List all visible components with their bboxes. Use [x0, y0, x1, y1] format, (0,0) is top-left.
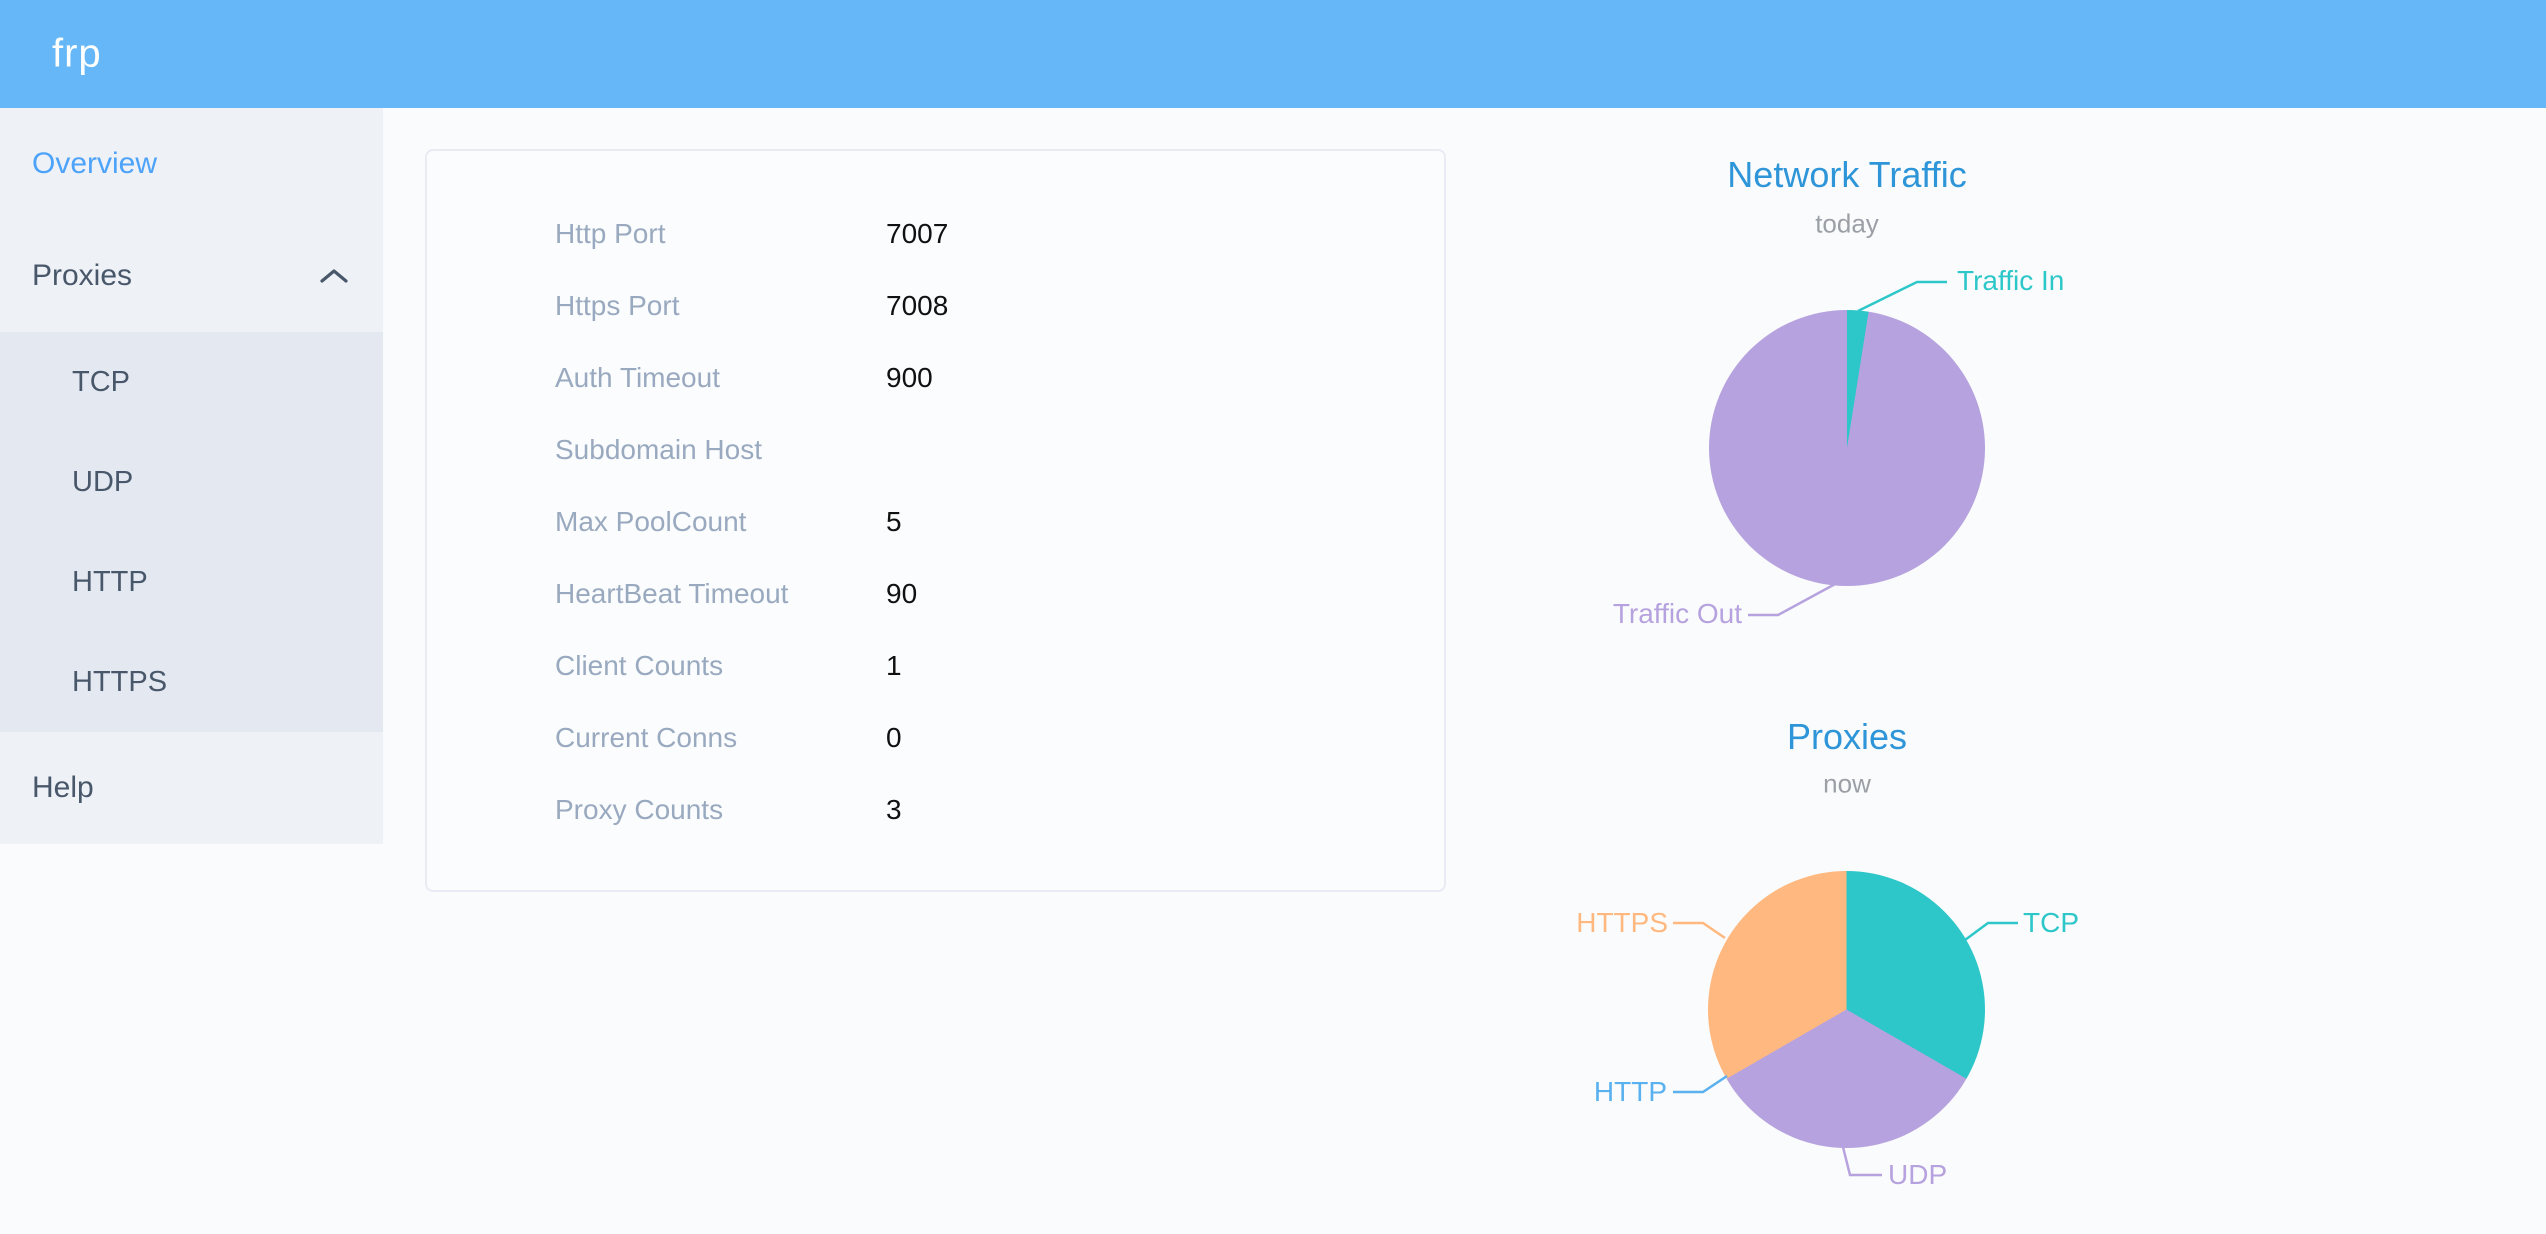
- chevron-up-icon: [320, 269, 348, 283]
- sidebar-item-label: HTTP: [72, 566, 148, 598]
- pie-label-https: HTTPS: [1576, 907, 1668, 938]
- sidebar-item-label: Overview: [32, 147, 158, 180]
- chart-title-network-traffic: Network Traffic: [1727, 154, 1967, 195]
- info-label: Auth Timeout: [555, 362, 720, 393]
- leader-http: [1673, 1074, 1728, 1094]
- leader-traffic-in: [1857, 280, 1947, 313]
- sidebar-submenu-proxies: TCP UDP HTTP HTTPS: [0, 332, 383, 732]
- info-row: Subdomain Host: [427, 414, 1444, 486]
- info-label: Subdomain Host: [555, 434, 763, 465]
- chart-title-proxies: Proxies: [1786, 716, 1908, 757]
- sidebar-item-http[interactable]: HTTP: [0, 532, 383, 632]
- app-logo: frp: [52, 31, 102, 76]
- info-value: 7008: [886, 290, 949, 321]
- info-row: Max PoolCount 5: [427, 486, 1444, 558]
- sidebar-item-label: TCP: [72, 366, 130, 398]
- info-label: Proxy Counts: [555, 794, 724, 825]
- info-row: Https Port 7008: [427, 270, 1444, 342]
- sidebar-item-label: Proxies: [32, 259, 133, 292]
- leader-udp: [1841, 1146, 1882, 1177]
- info-value: 1: [886, 650, 902, 681]
- sidebar-item-tcp[interactable]: TCP: [0, 332, 383, 432]
- info-label: Current Conns: [555, 722, 738, 753]
- sidebar-item-overview[interactable]: Overview: [0, 108, 383, 220]
- chart-subtitle-proxies: now: [1823, 768, 1871, 799]
- info-label: Http Port: [555, 218, 666, 249]
- info-label: Https Port: [555, 290, 680, 321]
- pie-label-traffic-out: Traffic Out: [1612, 598, 1742, 629]
- info-label: Client Counts: [555, 650, 724, 681]
- sidebar-item-label: UDP: [72, 466, 134, 498]
- info-value: 900: [886, 362, 933, 393]
- pie-label-traffic-in: Traffic In: [1957, 265, 2065, 296]
- info-row: HeartBeat Timeout 90: [427, 558, 1444, 630]
- info-row: Current Conns 0: [427, 702, 1444, 774]
- info-row: Http Port 7007: [427, 198, 1444, 270]
- leader-traffic-out: [1748, 581, 1838, 617]
- info-value: 90: [886, 578, 918, 609]
- info-value: 0: [886, 722, 902, 753]
- server-info-card: Http Port 7007 Https Port 7008 Auth Time…: [425, 149, 1446, 892]
- sidebar-item-label: Help: [32, 771, 94, 804]
- info-row: Client Counts 1: [427, 630, 1444, 702]
- info-row: Auth Timeout 900: [427, 342, 1444, 414]
- info-row: Proxy Counts 3: [427, 774, 1444, 846]
- info-value: 5: [886, 506, 902, 537]
- pie-label-udp: UDP: [1888, 1159, 1948, 1190]
- pie-label-tcp: TCP: [2023, 907, 2079, 938]
- sidebar-item-help[interactable]: Help: [0, 732, 383, 844]
- info-value: 7007: [886, 218, 949, 249]
- sidebar-item-proxies[interactable]: Proxies: [0, 220, 383, 332]
- info-label: HeartBeat Timeout: [555, 578, 789, 609]
- sidebar-item-https[interactable]: HTTPS: [0, 632, 383, 732]
- sidebar-item-label: HTTPS: [72, 666, 168, 698]
- pie-label-http: HTTP: [1593, 1076, 1667, 1107]
- leader-tcp: [1964, 921, 2018, 942]
- sidebar-item-udp[interactable]: UDP: [0, 432, 383, 532]
- network-traffic-pie-chart[interactable]: [1709, 310, 1985, 586]
- info-value: 3: [886, 794, 902, 825]
- app-header: frp: [0, 0, 2546, 108]
- chart-subtitle-network-traffic: today: [1815, 208, 1879, 239]
- info-label: Max PoolCount: [555, 506, 747, 537]
- sidebar: Overview Proxies TCP UDP HTTP HTTPS Help: [0, 108, 383, 844]
- leader-https: [1673, 921, 1726, 940]
- proxies-pie-chart[interactable]: [1708, 871, 1985, 1148]
